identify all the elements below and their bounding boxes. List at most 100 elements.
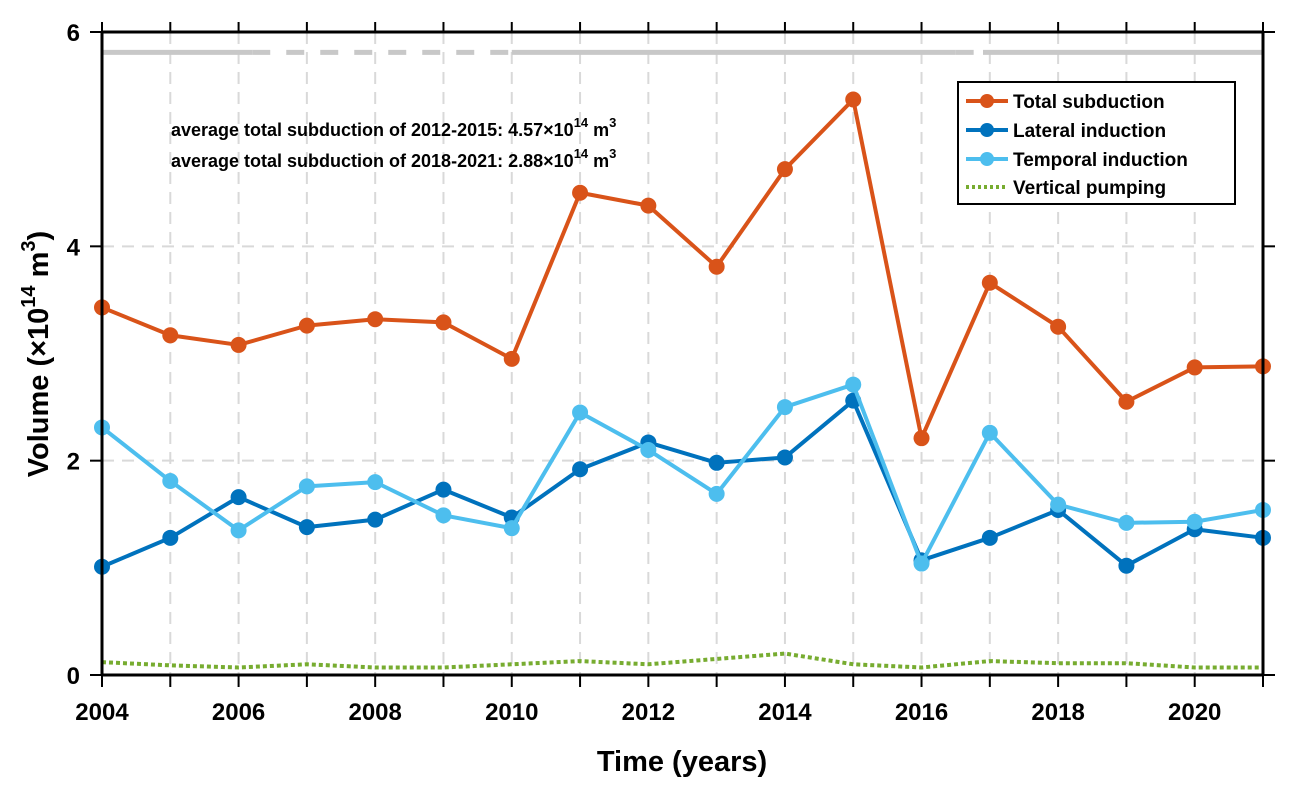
data-point-lateral-induction [708, 454, 725, 471]
data-point-total-subduction [1118, 393, 1135, 410]
legend-entry-vertical: Vertical pumping [966, 178, 1166, 199]
data-point-lateral-induction [162, 529, 179, 546]
data-point-total-subduction [162, 327, 179, 344]
data-point-temporal-induction [230, 522, 247, 539]
data-point-temporal-induction [1186, 513, 1203, 530]
legend-entry-temporal: Temporal induction [966, 150, 1188, 171]
data-point-temporal-induction [435, 507, 452, 524]
y-axis-title-times: ×10 [23, 308, 55, 357]
y-axis-title: Volume (×1014 m3) [18, 231, 55, 477]
data-point-total-subduction [776, 161, 793, 178]
x-tick-label: 2014 [758, 699, 812, 726]
annotation-1-times: ×10 [543, 120, 574, 140]
annotation-1-exp: 14 [574, 115, 589, 130]
data-point-temporal-induction [640, 441, 657, 458]
y-tick-label: 0 [67, 663, 80, 690]
data-point-lateral-induction [981, 529, 998, 546]
annotations: average total subduction of 2012-2015: 4… [171, 115, 616, 171]
y-axis-title-prefix: Volume ( [23, 357, 55, 478]
data-point-temporal-induction [776, 399, 793, 416]
x-tick-label: 2008 [348, 699, 401, 726]
data-point-total-subduction [367, 311, 384, 328]
data-point-total-subduction [435, 314, 452, 331]
data-point-temporal-induction [1050, 496, 1067, 513]
annotation-1-text: average total subduction of 2012-2015: 4… [171, 120, 543, 140]
data-point-lateral-induction [367, 511, 384, 528]
annotation-1-unit: m [588, 120, 609, 140]
data-point-temporal-induction [503, 520, 520, 537]
x-tick-label: 2018 [1031, 699, 1084, 726]
y-tick-label: 2 [67, 449, 80, 476]
x-tick-label: 2016 [895, 699, 948, 726]
series-lateral-induction [94, 392, 1271, 575]
x-axis-title: Time (years) [597, 746, 767, 778]
annotation-2-exp: 14 [574, 146, 589, 161]
data-point-temporal-induction [981, 424, 998, 441]
data-point-temporal-induction [913, 555, 930, 572]
y-axis-title-unit: m [23, 252, 55, 286]
ticks: 2004 2006 2008 2010 2012 2014 2016 2018 2020 0 2 4 6 [67, 20, 1275, 726]
y-tick-label: 6 [67, 20, 80, 47]
svg-text:Volume (×1014 m3): Volume (×1014 m3) [18, 231, 55, 477]
data-point-lateral-induction [435, 481, 452, 498]
annotation-2-times: ×10 [543, 151, 574, 171]
data-point-lateral-induction [572, 461, 589, 478]
annotation-1: average total subduction of 2012-2015: 4… [171, 115, 616, 140]
legend-label-lateral: Lateral induction [1013, 121, 1166, 142]
legend: Total subduction Lateral induction Tempo… [957, 81, 1236, 205]
data-point-lateral-induction [298, 519, 315, 536]
series-line-vertical-pumping [101, 651, 1263, 670]
annotation-2-unit-exp: 3 [609, 146, 616, 161]
legend-label-temporal: Temporal induction [1013, 150, 1188, 171]
data-point-total-subduction [981, 274, 998, 291]
data-point-lateral-induction [1118, 557, 1135, 574]
annotation-2-unit: m [588, 151, 609, 171]
data-point-temporal-induction [367, 474, 384, 491]
data-point-temporal-induction [572, 404, 589, 421]
y-axis-title-unit-exp: 3 [18, 240, 40, 251]
annotation-2: average total subduction of 2018-2021: 2… [171, 146, 616, 171]
data-point-total-subduction [708, 258, 725, 275]
series-temporal-induction [94, 376, 1271, 572]
data-point-temporal-induction [708, 485, 725, 502]
data-point-total-subduction [1186, 359, 1203, 376]
series-group [94, 91, 1271, 670]
data-point-total-subduction [572, 184, 589, 201]
legend-marker-temporal [980, 152, 994, 166]
data-point-total-subduction [230, 336, 247, 353]
y-tick-label: 4 [67, 234, 81, 261]
y-axis-title-exp: 14 [18, 285, 40, 308]
data-point-temporal-induction [162, 473, 179, 490]
data-point-lateral-induction [776, 449, 793, 466]
legend-label-total: Total subduction [1013, 92, 1165, 113]
x-tick-label: 2006 [212, 699, 265, 726]
series-line-total-subduction [101, 97, 1264, 441]
x-tick-label: 2010 [485, 699, 538, 726]
axes [100, 30, 1265, 677]
series-line-temporal-induction [100, 382, 1264, 566]
annotation-2-text: average total subduction of 2018-2021: 2… [171, 151, 543, 171]
data-point-temporal-induction [298, 478, 315, 495]
legend-marker-total [980, 94, 994, 108]
annotation-1-unit-exp: 3 [609, 115, 616, 130]
series-line-lateral-induction [101, 398, 1264, 569]
series-vertical-pumping [101, 651, 1263, 670]
data-point-total-subduction [640, 197, 657, 214]
x-tick-label: 2004 [75, 699, 129, 726]
data-point-total-subduction [1050, 318, 1067, 335]
y-axis-title-suffix: ) [23, 231, 55, 241]
data-point-lateral-induction [230, 489, 247, 506]
data-point-total-subduction [913, 430, 930, 447]
data-point-total-subduction [503, 350, 520, 367]
x-tick-label: 2020 [1168, 699, 1221, 726]
legend-label-vertical: Vertical pumping [1013, 178, 1166, 199]
legend-entry-total: Total subduction [966, 92, 1165, 113]
legend-entry-lateral: Lateral induction [966, 121, 1166, 142]
data-point-temporal-induction [1118, 514, 1135, 531]
x-tick-label: 2012 [622, 699, 675, 726]
data-point-total-subduction [845, 91, 862, 108]
data-point-total-subduction [298, 317, 315, 334]
data-point-temporal-induction [845, 376, 862, 393]
legend-marker-lateral [980, 123, 994, 137]
